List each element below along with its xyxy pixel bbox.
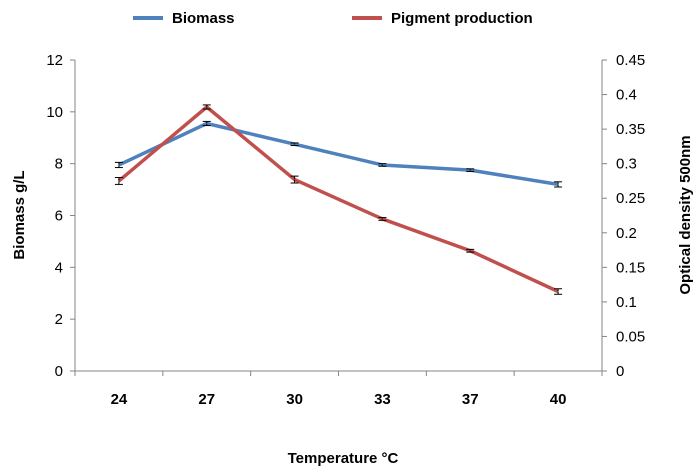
- data-point: [206, 122, 208, 124]
- y-tick-label-right: 0.3: [616, 156, 637, 173]
- y-tick-label-right: 0.05: [616, 328, 645, 345]
- series-biomass: [114, 120, 563, 188]
- x-tick-label: 24: [111, 391, 128, 408]
- series-layer: [114, 104, 563, 295]
- y-tick-label-right: 0.1: [616, 294, 637, 311]
- legend-label-pigment: Pigment production: [391, 10, 533, 27]
- x-tick-label: 37: [462, 391, 479, 408]
- data-point: [206, 106, 208, 108]
- data-point: [118, 180, 120, 182]
- y-tick-label-right: 0.45: [616, 52, 645, 69]
- x-tick-label: 40: [550, 391, 567, 408]
- y-tick-label-left: 0: [55, 363, 63, 380]
- y-tick-label-left: 6: [55, 208, 63, 225]
- data-point: [557, 183, 559, 185]
- y-tick-label-right: 0.4: [616, 87, 637, 104]
- y-tick-label-left: 12: [46, 52, 63, 69]
- y-tick-label-right: 0.35: [616, 121, 645, 138]
- y-tick-label-right: 0: [616, 363, 624, 380]
- series-line: [117, 105, 559, 294]
- x-axis-title: Temperature °C: [288, 450, 399, 467]
- y-tick-label-left: 10: [46, 104, 63, 121]
- data-point: [294, 179, 296, 181]
- series-pigment: [114, 104, 563, 295]
- x-tick-label: 30: [286, 391, 303, 408]
- data-point: [294, 143, 296, 145]
- right-axis-ticks: 0 0.05 0.1 0.15 0.2 0.25 0.3 0.35 0.4 0.45: [602, 52, 645, 380]
- legend: Biomass Pigment production: [133, 10, 533, 27]
- x-tick-label: 33: [374, 391, 391, 408]
- data-point: [469, 250, 471, 252]
- y-tick-label-left: 8: [55, 156, 63, 173]
- y-tick-label-right: 0.25: [616, 190, 645, 207]
- axes: [74, 60, 603, 372]
- series-line: [118, 121, 559, 187]
- data-point: [381, 164, 383, 166]
- data-point: [557, 291, 559, 293]
- y-axis-title-right: Optical density 500nm: [677, 135, 694, 294]
- y-axis-title-left: Biomass g/L: [11, 170, 28, 259]
- left-axis-ticks: 0 2 4 6 8 10 12: [46, 52, 75, 380]
- data-point: [381, 218, 383, 220]
- y-tick-label-left: 2: [55, 311, 63, 328]
- y-tick-label-left: 4: [55, 259, 63, 276]
- legend-label-biomass: Biomass: [172, 10, 235, 27]
- y-tick-label-right: 0.2: [616, 225, 637, 242]
- y-tick-label-right: 0.15: [616, 259, 645, 276]
- x-axis-ticks: 24 27 30 33 37 40: [74, 371, 603, 408]
- data-point: [469, 169, 471, 171]
- x-tick-label: 27: [198, 391, 215, 408]
- data-point: [118, 164, 120, 166]
